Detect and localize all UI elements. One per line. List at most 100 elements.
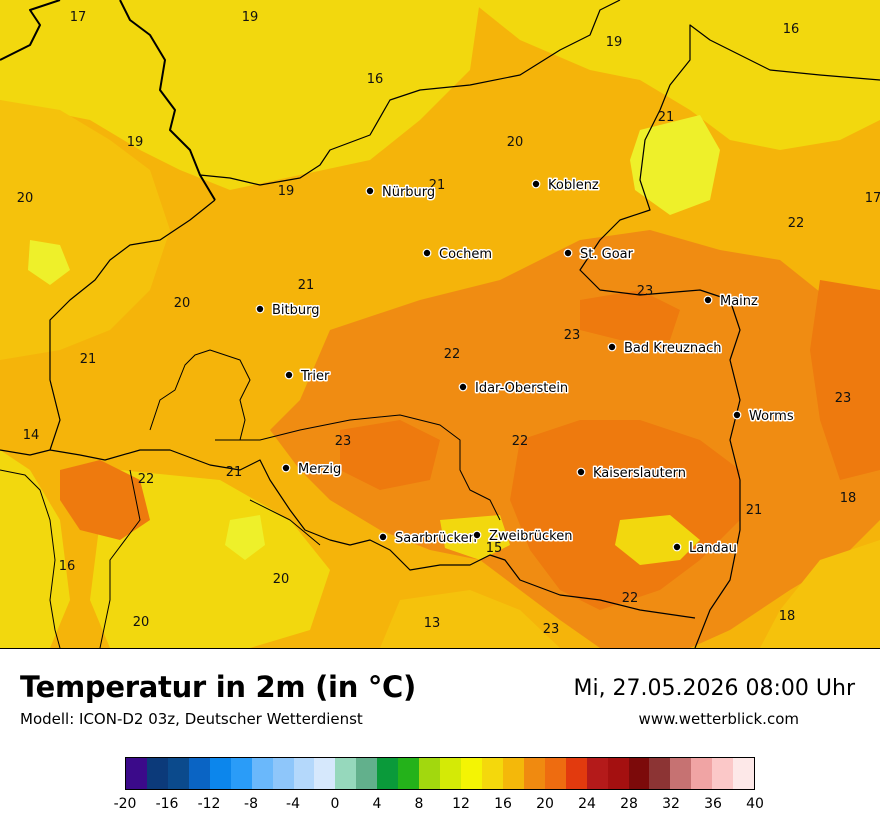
border-line-2 [49,449,696,619]
legend-tick-label: 0 [330,796,340,812]
city-name: Landau [689,541,737,556]
legend-swatch [293,758,315,789]
city-marker[interactable]: Idar-Oberstein [458,380,570,398]
legend-swatch [167,758,189,789]
legend-swatch [230,758,252,789]
city-marker[interactable]: Nürburg [365,184,437,202]
temp-value-label: 20 [273,572,290,587]
city-dot [563,248,573,258]
temp-value-label: 21 [226,465,243,480]
temp-value-label: 23 [335,434,352,449]
map-canvas: 17 19 16 19 16 21 19 20 20 21 19 22 17 21 20 23 21 23 22 22… [0,0,880,648]
city-marker[interactable]: Trier [284,368,331,386]
temp-value-label: 22 [622,591,639,606]
temperature-map[interactable]: 17 19 16 19 16 21 19 20 20 21 19 22 17 21 20 23 21 23 22 22… [0,0,880,649]
city-name: Trier [300,369,330,384]
borders [0,0,880,648]
temp-value-label: 23 [543,622,560,637]
temp-area-4 [90,470,330,648]
temp-value-label: 16 [783,22,800,37]
legend-tick-label: 4 [372,796,382,812]
city-marker[interactable]: Mainz [703,293,760,311]
temp-value-label: 19 [606,35,623,50]
temp-area-9 [810,280,880,480]
city-dot [458,382,468,392]
city-name: Worms [749,409,794,424]
city-dot [703,295,713,305]
cities: Nürburg Koblenz Cochem St. Goar Bitburg Mainz… [255,177,795,558]
border-line-7 [0,469,61,648]
legend-swatch [691,758,713,789]
temp-area-13 [615,515,700,565]
city-dot [281,463,291,473]
temp-area-5 [380,590,560,648]
legend-swatch [377,758,399,789]
legend-tick-label: 24 [578,796,596,812]
city-dot [531,179,541,189]
legend-swatch [398,758,420,789]
temp-value-label: 23 [637,284,654,299]
model-info: Modell: ICON-D2 03z, Deutscher Wetterdie… [20,710,363,728]
legend-swatch [188,758,210,789]
chart-title: Temperatur in 2m (in °C) [20,670,416,704]
city-marker[interactable]: Cochem [422,246,494,264]
temp-area-7 [510,420,740,610]
temperature-fields [0,0,880,648]
legend-swatch [440,758,461,789]
temp-value-label: 16 [367,72,384,87]
temp-value-label: 21 [658,110,675,125]
border-line-3 [199,0,621,186]
temp-area-11 [340,420,440,490]
temp-value-label: 20 [507,135,524,150]
city-name: Kaiserslautern [593,466,686,481]
forecast-datetime: Mi, 27.05.2026 08:00 Uhr [573,676,855,701]
legend-swatch [272,758,294,789]
legend-swatch [733,758,755,789]
temp-area-1 [470,0,880,150]
border-line-0 [0,0,216,201]
city-dot [472,530,482,540]
temperature-values: 17 19 16 19 16 21 19 20 20 21 19 22 17 21 20 23 21 23 22 22… [17,10,880,637]
city-marker[interactable]: Kaiserslautern [576,465,688,483]
legend-swatch [544,758,566,789]
city-marker[interactable]: Landau [672,540,738,558]
city-name: Koblenz [548,178,599,193]
city-marker[interactable]: St. Goar [563,246,635,264]
city-dot [422,248,432,258]
temp-area-17 [225,515,265,560]
legend-tick-label: 40 [746,796,764,812]
border-line-9 [215,414,501,521]
legend-swatch [712,758,734,789]
temp-value-label: 22 [138,472,155,487]
legend-tick-label: -4 [286,796,300,812]
city-marker[interactable]: Zweibrücken [472,528,574,546]
city-name: Saarbrücken [395,531,477,546]
color-legend [125,757,755,790]
temp-value-label: 19 [278,184,295,199]
city-marker[interactable]: Bitburg [255,302,321,320]
temp-area-2 [0,100,170,360]
border-line-4 [579,24,880,648]
city-marker[interactable]: Koblenz [531,177,600,195]
temp-value-label: 18 [840,491,857,506]
legend-swatch [209,758,231,789]
city-marker[interactable]: Merzig [281,461,343,479]
city-marker[interactable]: Bad Kreuznach [607,340,723,358]
temp-area-12 [760,540,880,648]
city-marker[interactable]: Saarbrücken [378,530,478,548]
legend-swatch [126,758,147,789]
border-line-5 [149,349,251,441]
legend-tick-label: 20 [536,796,554,812]
city-name: St. Goar [580,247,634,262]
temp-value-label: 23 [564,328,581,343]
legend-swatch [314,758,336,789]
temp-area-18 [28,240,70,285]
legend-tick-label: 32 [662,796,680,812]
legend-swatch [607,758,629,789]
city-marker[interactable]: Worms [732,408,795,426]
temp-area-0 [0,0,480,190]
legend-swatch [419,758,441,789]
legend-swatch [146,758,168,789]
website-link[interactable]: www.wetterblick.com [638,710,799,728]
legend-swatch [356,758,378,789]
